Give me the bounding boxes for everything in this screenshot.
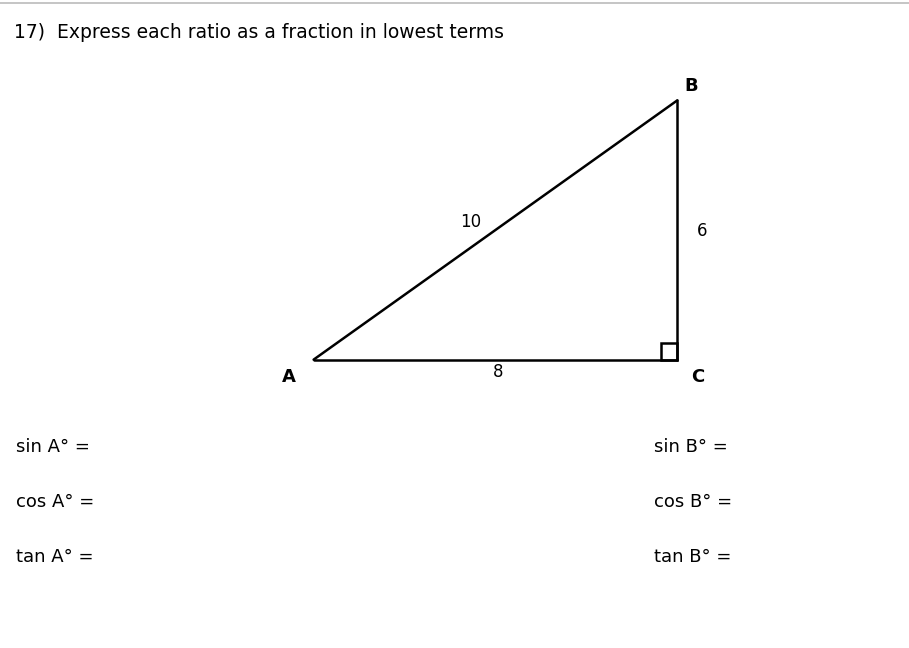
- Text: tan A° =: tan A° =: [16, 548, 94, 566]
- Text: C: C: [692, 368, 704, 386]
- Text: cos A° =: cos A° =: [16, 493, 95, 511]
- Text: cos B° =: cos B° =: [654, 493, 733, 511]
- Text: tan B° =: tan B° =: [654, 548, 732, 566]
- Text: sin A° =: sin A° =: [16, 438, 90, 456]
- Text: A: A: [282, 368, 296, 386]
- Text: B: B: [684, 76, 697, 95]
- Text: 6: 6: [696, 222, 707, 240]
- Text: 17)  Express each ratio as a fraction in lowest terms: 17) Express each ratio as a fraction in …: [14, 23, 504, 41]
- Text: 8: 8: [493, 363, 504, 381]
- Text: 10: 10: [460, 213, 482, 231]
- Text: sin B° =: sin B° =: [654, 438, 728, 456]
